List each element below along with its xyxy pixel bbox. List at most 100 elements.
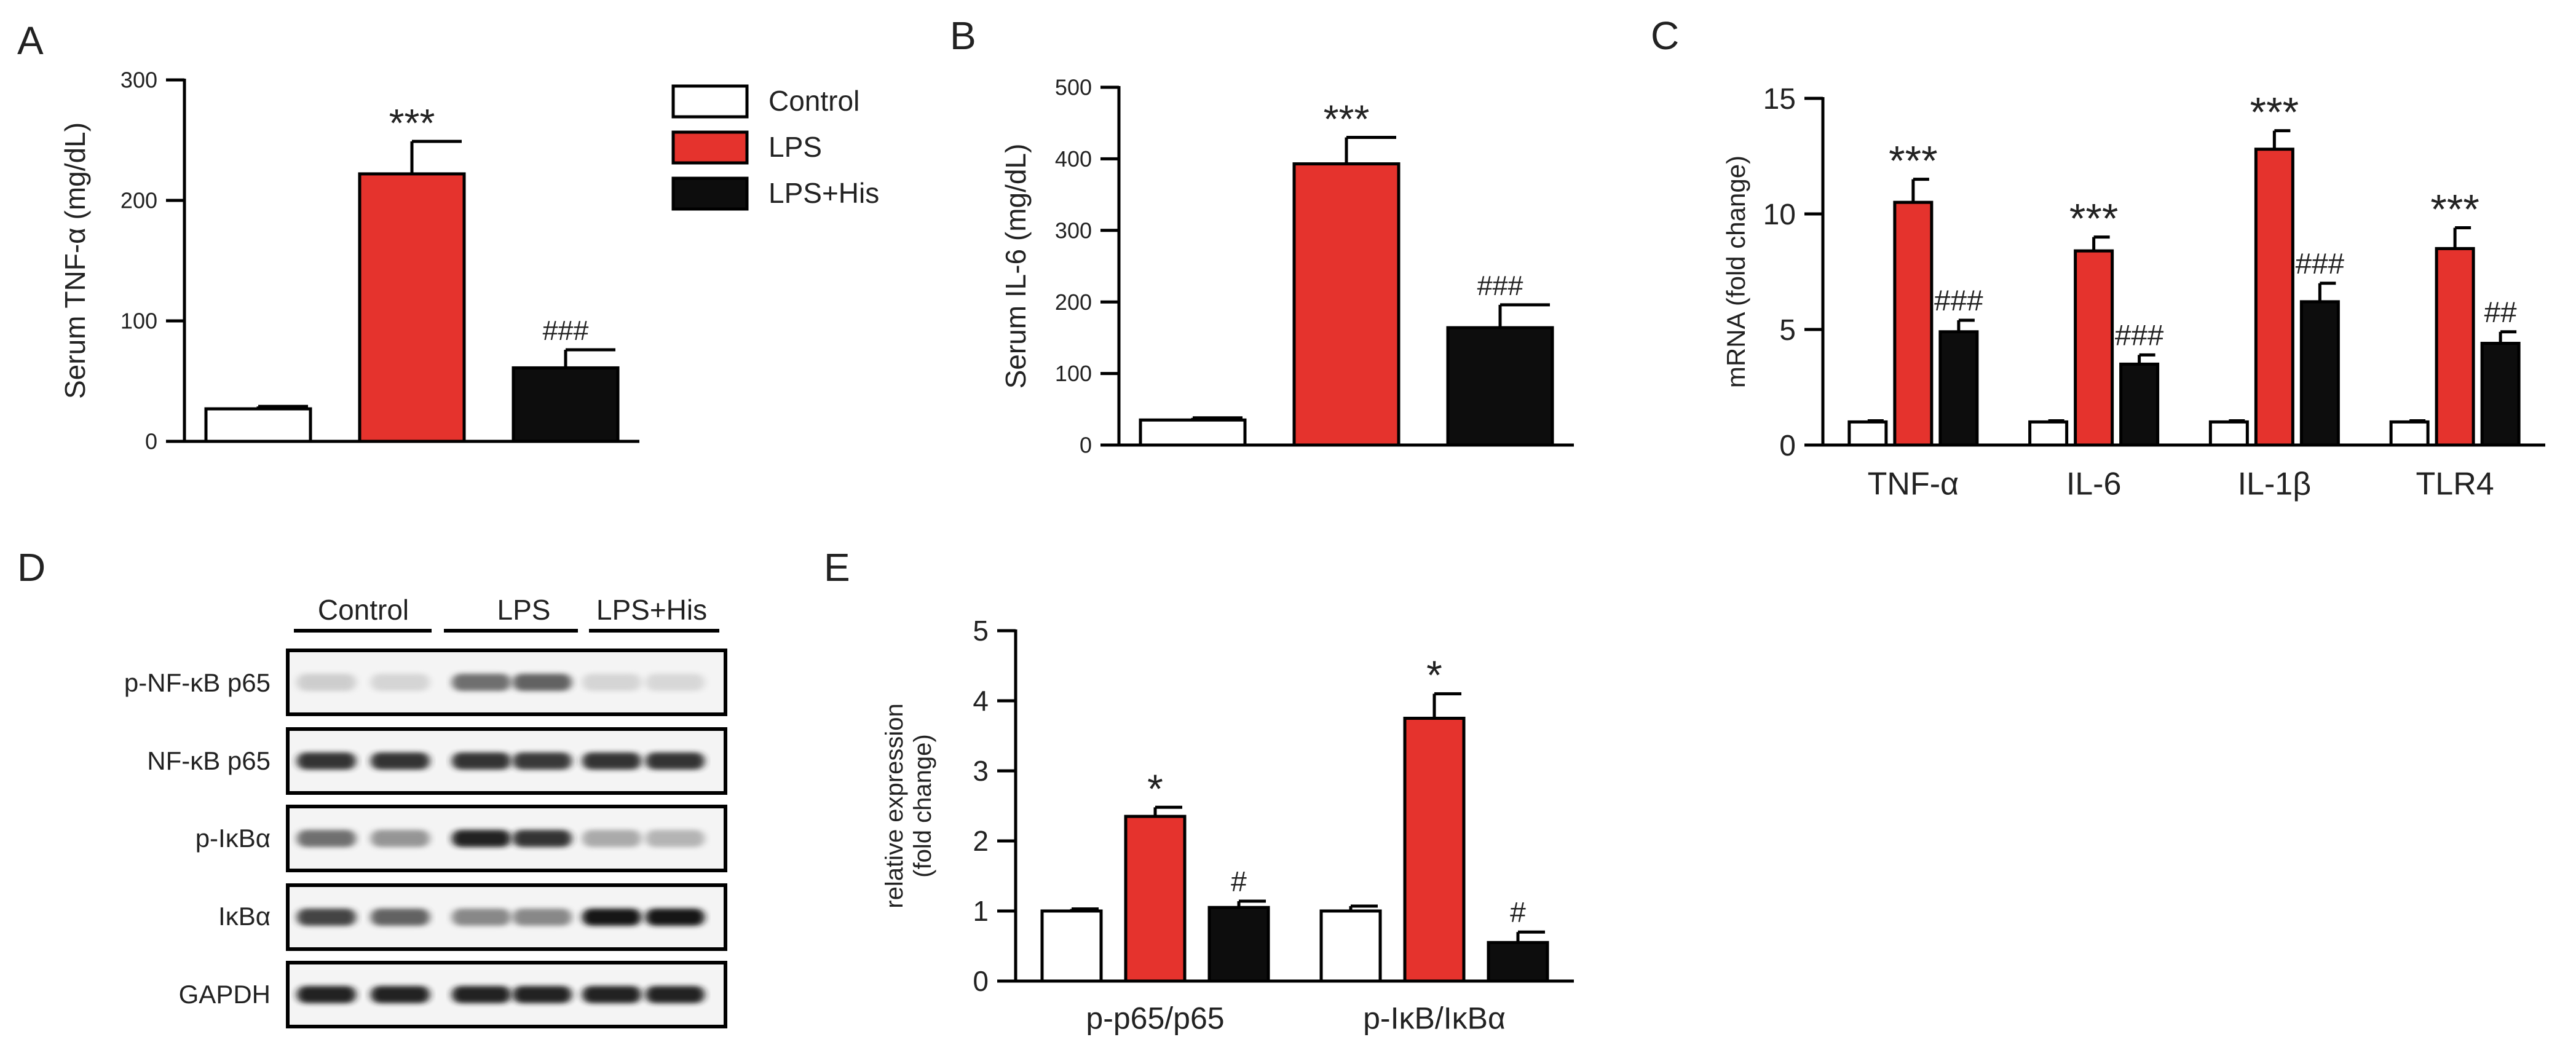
chart-b-ytick-label: 400: [1055, 146, 1092, 172]
blot-band-p-i-b-lane-4: [513, 830, 572, 847]
blot-row-label-nfkb: NF-κB p65: [147, 746, 271, 775]
blot-row-label-p-ikba: p-IκBα: [196, 824, 271, 853]
blot-band-p-nf-b-p65-lane-1: [297, 674, 356, 691]
blot-band-i-b-lane-2: [371, 909, 430, 926]
blot-band-i-b-lane-3: [452, 909, 511, 926]
sig-mark-b-cat-lps: ***: [1324, 97, 1370, 141]
chart-c-ytick-label: 10: [1763, 199, 1796, 231]
blot-band-i-b-lane-5: [582, 909, 641, 926]
chart-b-ytick-label: 100: [1055, 361, 1092, 386]
blot-band-nf-b-p65-lane-2: [371, 752, 430, 770]
chart-e-ytick-label: 0: [973, 965, 989, 997]
chart-e: 0 1 2 3 4 5 relative expression(fold change) * #…: [881, 615, 1574, 1036]
sig-mark-e-p-p65-p65-lps-his: #: [1231, 866, 1247, 897]
bar-c-il-1-lps-his: [2299, 300, 2340, 447]
bar-c-il-1-lps: [2254, 148, 2294, 447]
blot-band-nf-b-p65-lane-3: [452, 752, 511, 770]
sig-mark-c-tnf-lps-his: ###: [1934, 285, 1983, 317]
blot-band-p-i-b-lane-5: [582, 830, 641, 847]
sig-mark-c-tlr4-lps-his: ##: [2484, 296, 2517, 329]
blot-band-p-nf-b-p65-lane-6: [646, 674, 705, 691]
blot-group-control: Control: [318, 594, 409, 626]
chart-b-ylabel: Serum IL-6 (mg/dL): [1000, 144, 1032, 389]
blot-band-gapdh-lane-2: [371, 986, 430, 1003]
chart-e-ytick-label: 2: [973, 825, 989, 857]
legend-label-lps-his: LPS+His: [768, 177, 879, 209]
panel-label-a: A: [17, 18, 44, 63]
bar-c-tlr4-control: [2389, 420, 2430, 447]
bar-e-p-p65-p65-lps: [1124, 814, 1187, 983]
bar-a-cat-lps-his: [512, 366, 620, 443]
bar-e-p-p65-p65-control: [1040, 909, 1103, 983]
blot-band-nf-b-p65-lane-5: [582, 752, 641, 770]
bar-c-il-6-lps: [2074, 249, 2114, 447]
chart-e-ytick-label: 3: [973, 755, 989, 787]
chart-e-ytick-label: 5: [973, 615, 989, 647]
sig-mark-c-tlr4-lps: ***: [2430, 186, 2479, 233]
chart-c-ytick-label: 15: [1763, 83, 1796, 116]
chart-a-ytick-label: 200: [121, 188, 157, 213]
sig-mark-b-cat-lps-his: ###: [1477, 270, 1523, 301]
bar-c-tnf-lps-his: [1938, 330, 1979, 447]
blot-group-lps-his: LPS+His: [596, 594, 707, 626]
chart-e-ytick-label: 1: [973, 895, 989, 927]
bar-a-cat-lps: [358, 172, 466, 443]
chart-c: 0 5 10 15 mRNA (fold change) *** ### TNF-α *** ##…: [1721, 83, 2545, 502]
blot-band-p-nf-b-p65-lane-4: [513, 674, 572, 691]
chart-e-ytick-label: 4: [973, 685, 989, 717]
chart-b-ytick-label: 500: [1055, 75, 1092, 100]
chart-b-ytick-label: 0: [1080, 433, 1092, 458]
blot-band-nf-b-p65-lane-1: [297, 752, 356, 770]
blot-band-p-nf-b-p65-lane-2: [371, 674, 430, 691]
category-label-e-p-i-b-i-b: p-IκB/IκBα: [1363, 1001, 1506, 1036]
blot-band-gapdh-lane-4: [513, 986, 572, 1003]
category-label-e-p-p65-p65: p-p65/p65: [1086, 1001, 1224, 1036]
sig-mark-c-il-6-lps-his: ###: [2115, 319, 2164, 352]
sig-mark-c-il-1-lps: ***: [2250, 89, 2299, 136]
panel-label-b: B: [950, 14, 976, 58]
chart-a-ylabel: Serum TNF-α (mg/dL): [59, 122, 91, 399]
panel-label-d: D: [17, 545, 45, 590]
legend-label-lps: LPS: [768, 131, 822, 163]
legend-swatch-lps: [671, 130, 749, 165]
blot-band-i-b-lane-6: [646, 909, 705, 926]
legend-label-control: Control: [768, 85, 859, 117]
bar-c-tnf-control: [1847, 420, 1888, 447]
chart-b: 0 100 200 300 400 500 Serum IL-6 (mg/dL) *** ###: [1000, 75, 1574, 458]
panel-label-c: C: [1651, 14, 1679, 58]
chart-a-ytick-label: 300: [121, 68, 157, 93]
bar-e-p-i-b-i-b-lps: [1403, 717, 1466, 983]
blot-band-nf-b-p65-lane-6: [646, 752, 705, 770]
blot-band-p-nf-b-p65-lane-3: [452, 674, 511, 691]
sig-mark-c-il-6-lps: ***: [2069, 195, 2118, 242]
bar-c-tlr4-lps-his: [2480, 342, 2521, 447]
chart-c-ytick-label: 0: [1779, 430, 1796, 462]
blot-band-p-i-b-lane-1: [297, 830, 356, 847]
blot-band-i-b-lane-1: [297, 909, 356, 926]
bar-c-il-1-control: [2208, 420, 2249, 447]
chart-e-ylabel: relative expression(fold change): [881, 703, 936, 909]
bar-c-tlr4-lps: [2435, 246, 2475, 447]
blot-row-label-ikba: IκBα: [218, 902, 271, 931]
bar-e-p-i-b-i-b-lps-his: [1487, 941, 1549, 983]
blot-band-i-b-lane-4: [513, 909, 572, 926]
bar-e-p-i-b-i-b-control: [1319, 909, 1382, 983]
bar-c-tnf-lps: [1893, 200, 1934, 447]
chart-c-ytick-label: 5: [1779, 314, 1796, 347]
category-label-c-tnf: TNF-α: [1868, 467, 1959, 502]
legend-swatch-control: [671, 84, 749, 119]
blot-band-gapdh-lane-1: [297, 986, 356, 1003]
chart-c-ylabel: mRNA (fold change): [1721, 156, 1750, 388]
blot-row-label-p-nfkb: p-NF-κB p65: [124, 668, 271, 697]
sig-mark-c-tnf-lps: ***: [1889, 138, 1937, 184]
sig-mark-e-p-i-b-i-b-lps: *: [1426, 652, 1442, 698]
blot-band-gapdh-lane-3: [452, 986, 511, 1003]
sig-mark-a-cat-lps: ***: [389, 101, 435, 145]
blot-band-p-nf-b-p65-lane-5: [582, 674, 641, 691]
blot-band-p-i-b-lane-6: [646, 830, 705, 847]
chart-a: 0 100 200 300 Serum TNF-α (mg/dL) *** ###: [59, 68, 639, 454]
bar-c-il-6-control: [2028, 420, 2069, 447]
panel-label-e: E: [824, 545, 850, 590]
sig-mark-e-p-i-b-i-b-lps-his: #: [1510, 896, 1526, 928]
